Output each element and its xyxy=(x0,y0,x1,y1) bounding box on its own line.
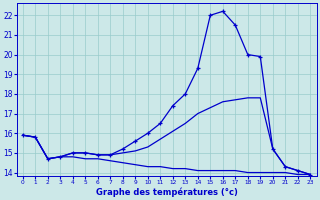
X-axis label: Graphe des températures (°c): Graphe des températures (°c) xyxy=(96,187,237,197)
